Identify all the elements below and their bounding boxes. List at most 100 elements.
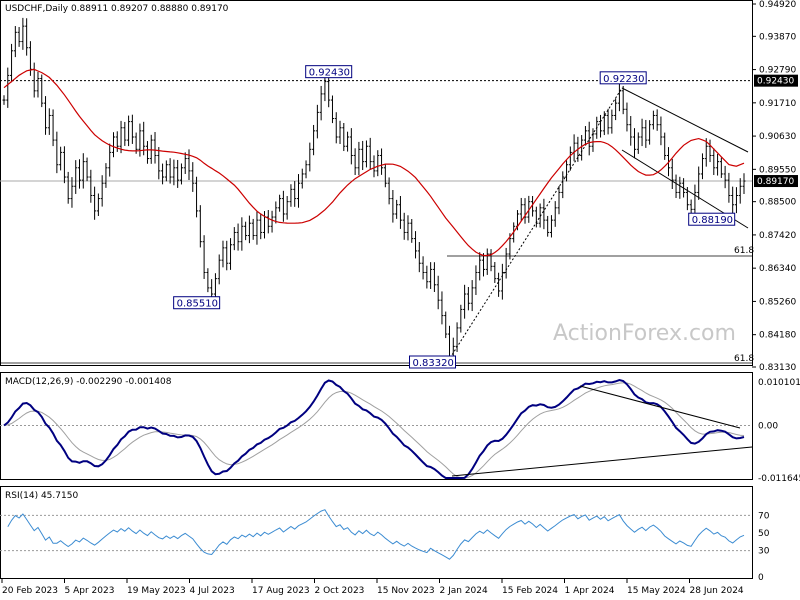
y-tick-label: 0.90630 bbox=[759, 132, 796, 142]
ohlc-bar bbox=[300, 168, 304, 189]
ohlc-bar bbox=[459, 304, 463, 333]
ohlc-bar bbox=[636, 132, 640, 154]
ohlc-bar bbox=[704, 138, 708, 167]
ohlc-bar bbox=[651, 110, 655, 130]
ohlc-bar bbox=[134, 132, 138, 154]
ohlc-bar bbox=[323, 74, 327, 102]
swing-label: 0.88190 bbox=[688, 212, 736, 226]
y-tick-label: 0.85260 bbox=[759, 297, 796, 307]
ohlc-bar bbox=[130, 114, 134, 144]
main-panel: 0.92430 0.85510 0.83320 0.92230 0.88190 61.8 6… bbox=[0, 17, 754, 369]
ohlc-bar bbox=[346, 131, 350, 152]
ohlc-bar bbox=[738, 178, 742, 204]
x-tick-label: 28 Jun 2024 bbox=[690, 586, 744, 596]
ohlc-bar bbox=[648, 120, 652, 145]
ohlc-bar bbox=[391, 189, 395, 223]
ohlc-bar bbox=[330, 95, 334, 124]
swing-label: 0.92430 bbox=[305, 65, 353, 79]
ohlc-bar bbox=[425, 265, 429, 289]
ohlc-bar bbox=[51, 109, 55, 147]
rsi-panel bbox=[0, 509, 752, 560]
y-tick-label: 0.94920 bbox=[759, 0, 796, 10]
ohlc-bar bbox=[504, 247, 508, 279]
x-tick-label: 4 Jul 2023 bbox=[190, 586, 235, 596]
x-tick-label: 5 Apr 2023 bbox=[65, 586, 115, 596]
ohlc-bar bbox=[304, 160, 308, 179]
ohlc-bar bbox=[6, 67, 10, 108]
ohlc-bar bbox=[47, 108, 51, 135]
y-tick-label: 0.86340 bbox=[759, 264, 796, 274]
ohlc-bar bbox=[21, 17, 25, 50]
rsi-y-tick-label: 70 bbox=[758, 511, 770, 521]
ohlc-bar bbox=[463, 284, 467, 319]
swing-label-text: 0.92230 bbox=[603, 74, 644, 85]
ohlc-bar bbox=[176, 159, 180, 188]
swing-label-text: 0.92430 bbox=[309, 68, 350, 79]
swing-label-box bbox=[688, 212, 736, 226]
macd-support-trendline bbox=[451, 446, 753, 477]
ohlc-bar bbox=[221, 240, 225, 268]
ohlc-bar bbox=[308, 142, 312, 172]
x-tick-label: 2 Oct 2023 bbox=[315, 586, 365, 596]
ohlc-bar bbox=[421, 256, 425, 280]
x-tick-label: 2 Jan 2024 bbox=[440, 586, 488, 596]
ohlc-bar bbox=[157, 147, 161, 180]
ohlc-bar bbox=[617, 82, 621, 112]
ohlc-bar bbox=[644, 119, 648, 148]
ohlc-bar bbox=[655, 109, 659, 131]
ohlc-bar bbox=[244, 221, 248, 241]
ohlc-bar bbox=[398, 195, 402, 229]
ohlc-bar bbox=[123, 121, 127, 146]
ohlc-bar bbox=[96, 193, 100, 216]
ohlc-bar bbox=[716, 153, 720, 176]
ohlc-bar bbox=[553, 201, 557, 227]
ohlc-bar bbox=[595, 116, 599, 139]
ohlc-bar bbox=[240, 217, 244, 251]
ohlc-bar bbox=[670, 158, 674, 190]
ohlc-bar bbox=[380, 148, 384, 175]
ohlc-bar bbox=[493, 261, 497, 283]
ohlc-bar bbox=[402, 212, 406, 240]
ohlc-bar bbox=[614, 98, 618, 121]
ohlc-bar bbox=[364, 140, 368, 168]
ohlc-bar bbox=[538, 203, 542, 228]
rsi-header: RSI(14) 45.7150 bbox=[5, 491, 78, 501]
ohlc-bar bbox=[2, 95, 6, 105]
macd-header: MACD(12,26,9) -0.002290 -0.001408 bbox=[5, 377, 172, 387]
ohlc-bar bbox=[187, 149, 191, 181]
ohlc-bar bbox=[32, 62, 36, 98]
ohlc-bar bbox=[168, 158, 172, 184]
ohlc-bar bbox=[361, 140, 365, 171]
ohlc-bar bbox=[44, 96, 48, 135]
ohlc-bar bbox=[485, 248, 489, 275]
swing-label: 0.83320 bbox=[409, 355, 457, 369]
ohlc-bar bbox=[255, 210, 259, 245]
current-price-box bbox=[754, 175, 798, 188]
ohlc-bar bbox=[678, 176, 682, 199]
ohlc-bar bbox=[580, 135, 584, 161]
ohlc-bar bbox=[127, 115, 131, 147]
ohlc-bar bbox=[293, 181, 297, 207]
ohlc-bar bbox=[191, 162, 195, 192]
ohlc-bar bbox=[338, 120, 342, 144]
ohlc-bar bbox=[62, 146, 66, 184]
ohlc-bar bbox=[111, 132, 115, 158]
ohlc-bar bbox=[270, 210, 274, 233]
ohlc-bar bbox=[727, 172, 731, 203]
resistance-price-box bbox=[754, 74, 798, 87]
ohlc-bar bbox=[229, 238, 233, 270]
macd-y-tick-label: 0.010101 bbox=[758, 378, 800, 388]
macd-y-tick-label: -0.011645 bbox=[758, 474, 800, 484]
ohlc-bar bbox=[278, 194, 282, 212]
x-tick-label: 15 May 2024 bbox=[627, 586, 686, 596]
ohlc-bar bbox=[414, 231, 418, 259]
ohlc-bar bbox=[198, 205, 202, 248]
ohlc-bar bbox=[387, 177, 391, 205]
ohlc-bar bbox=[519, 197, 523, 221]
ohlc-bar bbox=[183, 152, 187, 174]
ohlc-bar bbox=[591, 128, 595, 152]
fib-label-upper: 61.8 bbox=[734, 246, 754, 256]
main-panel-frame bbox=[0, 0, 753, 366]
y-tick-label: 0.88500 bbox=[759, 198, 796, 208]
ohlc-bar bbox=[285, 196, 289, 220]
